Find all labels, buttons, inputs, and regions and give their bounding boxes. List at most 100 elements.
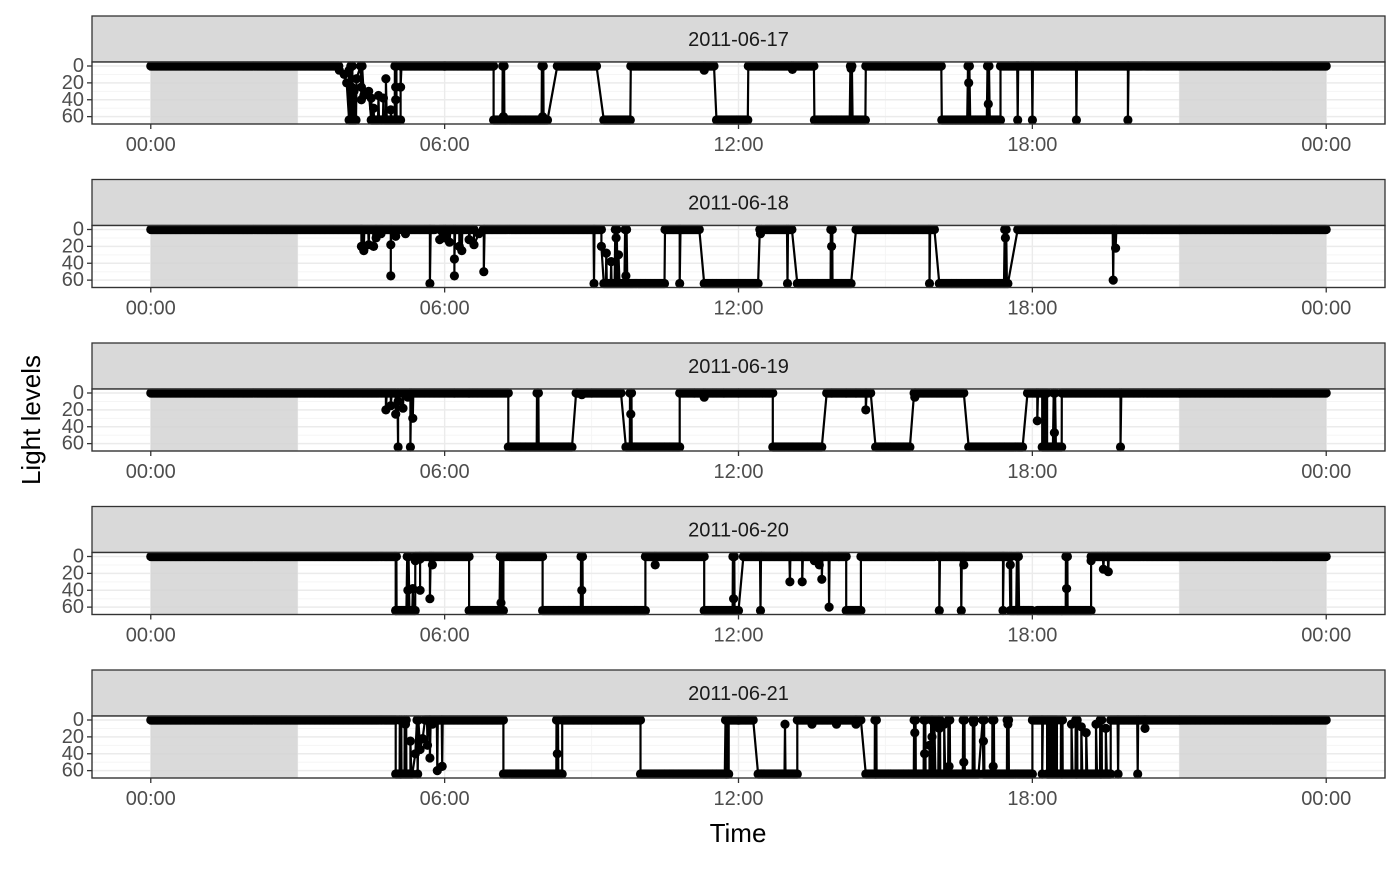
light-level-point	[959, 560, 968, 569]
light-level-point	[396, 83, 405, 92]
light-level-point	[1057, 442, 1066, 451]
light-level-point	[827, 242, 836, 251]
light-level-point	[411, 606, 420, 615]
night-shade	[1179, 226, 1326, 288]
light-level-point	[428, 560, 437, 569]
x-tick-label: 12:00	[713, 461, 763, 483]
light-level-point	[489, 61, 498, 70]
light-level-point	[500, 61, 509, 70]
light-level-point	[1104, 567, 1113, 576]
light-level-point	[445, 238, 454, 247]
light-level-point	[627, 388, 636, 397]
x-tick-label: 18:00	[1007, 461, 1057, 483]
light-level-point	[809, 61, 818, 70]
light-level-point	[597, 225, 606, 234]
light-level-point	[856, 606, 865, 615]
light-level-point	[386, 240, 395, 249]
light-level-point	[660, 279, 669, 288]
x-tick-label: 18:00	[1007, 134, 1057, 156]
light-level-point	[386, 271, 395, 280]
light-level-point	[754, 279, 763, 288]
light-level-point	[996, 115, 1005, 124]
y-tick-label: 60	[62, 269, 84, 291]
facet-strip-label: 2011-06-20	[688, 520, 789, 542]
light-level-point	[577, 586, 586, 595]
light-level-point	[734, 606, 743, 615]
night-shade	[151, 226, 298, 288]
light-level-point	[379, 94, 388, 103]
light-level-point	[612, 233, 621, 242]
light-level-point	[1033, 416, 1042, 425]
night-shade	[1179, 389, 1326, 451]
light-level-point	[675, 279, 684, 288]
light-level-point	[935, 606, 944, 615]
light-level-point	[457, 246, 466, 255]
light-level-point	[1062, 584, 1071, 593]
light-level-point	[1003, 279, 1012, 288]
x-tick-label: 00:00	[126, 298, 176, 320]
night-shade	[151, 62, 298, 124]
light-level-point	[641, 606, 650, 615]
light-level-point	[861, 115, 870, 124]
light-level-point	[828, 225, 837, 234]
light-level-point	[539, 61, 548, 70]
light-level-point	[398, 404, 407, 413]
facet-strip-label: 2011-06-17	[688, 29, 789, 51]
light-level-point	[391, 410, 400, 419]
x-tick-label: 12:00	[713, 298, 763, 320]
light-level-point	[930, 225, 939, 234]
light-level-point	[965, 61, 974, 70]
x-tick-label: 00:00	[126, 461, 176, 483]
light-level-point	[709, 61, 718, 70]
light-level-point	[756, 606, 765, 615]
x-tick-label: 06:00	[420, 134, 470, 156]
light-level-point	[1109, 276, 1118, 285]
light-level-point	[416, 586, 425, 595]
night-shade	[151, 553, 298, 615]
light-level-point	[616, 388, 625, 397]
y-axis-title: Light levels	[16, 355, 46, 485]
light-level-point	[866, 388, 875, 397]
x-tick-label: 00:00	[1301, 298, 1351, 320]
light-level-point	[1123, 115, 1132, 124]
light-level-point	[369, 242, 378, 251]
light-level-point	[589, 279, 598, 288]
light-level-point	[700, 552, 709, 561]
light-level-point	[612, 225, 621, 234]
light-level-point	[381, 74, 390, 83]
light-level-point	[815, 560, 824, 569]
light-level-point	[1322, 225, 1331, 234]
light-level-point	[1063, 552, 1072, 561]
y-tick-label: 60	[62, 433, 84, 455]
light-level-point	[861, 405, 870, 414]
light-level-point	[695, 225, 704, 234]
facet-strip-label: 2011-06-19	[688, 356, 789, 378]
light-level-point	[925, 279, 934, 288]
light-level-point	[465, 552, 474, 561]
night-shade	[1179, 553, 1326, 615]
light-level-point	[847, 61, 856, 70]
light-level-point	[351, 115, 360, 124]
light-level-point	[651, 560, 660, 569]
light-level-point	[543, 115, 552, 124]
y-tick-label: 60	[62, 106, 84, 128]
light-level-point	[391, 95, 400, 104]
light-level-point	[1002, 225, 1011, 234]
light-level-point	[1001, 233, 1010, 242]
light-level-point	[408, 414, 417, 423]
light-level-point	[1028, 115, 1037, 124]
light-level-point	[538, 552, 547, 561]
light-level-point	[1050, 428, 1059, 437]
light-level-point	[783, 279, 792, 288]
light-level-point	[534, 388, 543, 397]
light-level-point	[743, 115, 752, 124]
light-level-point	[1014, 552, 1023, 561]
light-level-point	[1013, 115, 1022, 124]
light-level-point	[817, 442, 826, 451]
light-level-point	[607, 257, 616, 266]
light-level-point	[768, 388, 777, 397]
